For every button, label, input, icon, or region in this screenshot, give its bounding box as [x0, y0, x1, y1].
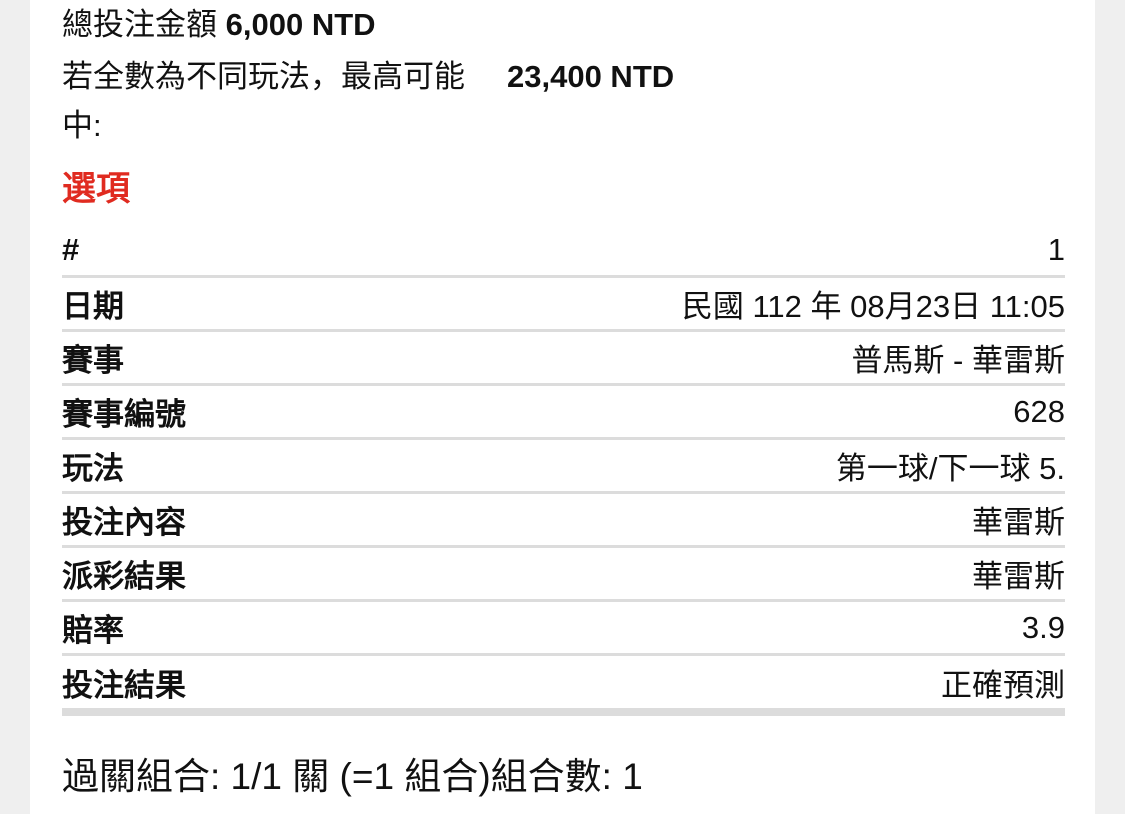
- section-title: 選項: [62, 170, 130, 208]
- row-key: 投注結果: [62, 654, 308, 716]
- row-value: 普馬斯 - 華雷斯: [307, 330, 1065, 386]
- total-bet-label: 總投注金額: [62, 7, 217, 42]
- row-value: 3.9: [307, 600, 1065, 656]
- row-key: 日期: [62, 276, 308, 332]
- row-value: 華雷斯: [307, 546, 1065, 602]
- table-row: 賠率 3.9: [62, 600, 1065, 656]
- table-row: #1: [62, 224, 1065, 278]
- row-key: 賽事: [62, 330, 308, 386]
- total-bet-line: 總投注金額 6,000 NTD: [62, 0, 376, 50]
- row-key: 投注內容: [62, 492, 308, 548]
- row-key: 派彩結果: [62, 546, 308, 602]
- bet-detail-panel: 總投注金額 6,000 NTD 若全數為不同玩法，最高可能 23,400 NTD …: [30, 0, 1095, 814]
- max-win-value: 23,400 NTD: [507, 59, 675, 94]
- max-win-label-cont: 中:: [62, 108, 102, 143]
- bet-options-table: #1 日期 民國 112 年 08月23日 11:05 賽事 普馬斯 - 華雷斯 賽事編號…: [62, 224, 1065, 716]
- row-value: 民國 112 年 08月23日 11:05: [307, 276, 1065, 332]
- max-win-line: 若全數為不同玩法，最高可能 23,400 NTD: [62, 52, 674, 102]
- table-row: 日期 民國 112 年 08月23日 11:05: [62, 276, 1065, 332]
- max-win-label: 若全數為不同玩法，最高可能: [62, 59, 465, 94]
- parlay-summary: 過關組合: 1/1 關 (=1 組合)組合數: 1: [62, 756, 643, 797]
- row-value: 1: [307, 224, 1065, 278]
- row-key: 賽事編號: [62, 384, 308, 440]
- row-value: 正確預測: [307, 654, 1065, 716]
- row-key: 玩法: [62, 438, 308, 494]
- table-row: 投注內容 華雷斯: [62, 492, 1065, 548]
- table-row: 投注結果 正確預測: [62, 654, 1065, 716]
- table-row: 賽事 普馬斯 - 華雷斯: [62, 330, 1065, 386]
- table-row: 賽事編號 628: [62, 384, 1065, 440]
- table-row: 玩法 第一球/下一球 5.: [62, 438, 1065, 494]
- row-key: 賠率: [62, 600, 308, 656]
- total-bet-value: 6,000 NTD: [225, 7, 376, 42]
- row-key: #: [62, 224, 308, 278]
- row-value: 628: [307, 384, 1065, 440]
- row-value: 第一球/下一球 5.: [307, 438, 1065, 494]
- row-value: 華雷斯: [307, 492, 1065, 548]
- table-row: 派彩結果 華雷斯: [62, 546, 1065, 602]
